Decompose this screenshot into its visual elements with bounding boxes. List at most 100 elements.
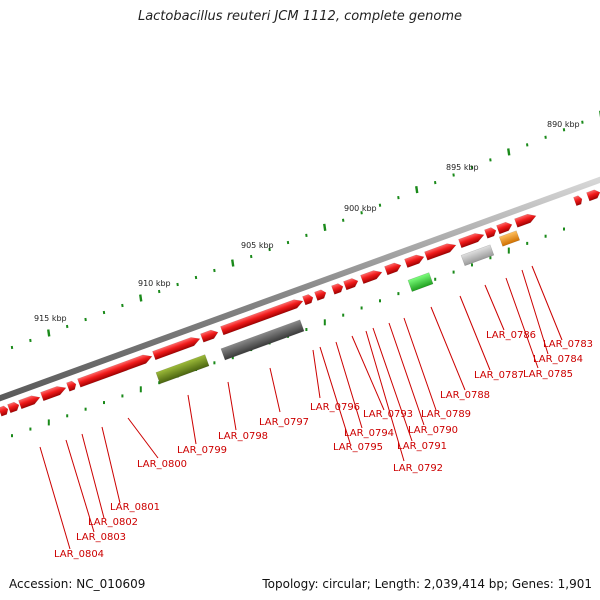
inner-minor-tick: [305, 328, 308, 332]
minor-tick: [66, 324, 69, 329]
inner-minor-tick: [103, 401, 105, 405]
gene-feature-orange-shape: [498, 230, 521, 247]
leader-line: [372, 327, 413, 442]
gene-label: LAR_0792: [393, 463, 443, 474]
gene-cds-arrow-shape: [496, 221, 513, 235]
leader-line: [521, 269, 549, 355]
gene-cds-arrow-shape: [586, 189, 600, 202]
leader-line: [335, 341, 363, 429]
kbp-label-890: 890 kbp: [547, 120, 580, 129]
gene-label: LAR_0789: [421, 409, 471, 420]
gene-cds-arrow-shape: [331, 283, 344, 295]
gene-cds-arrow: [484, 227, 497, 239]
gene-cds-arrow: [7, 401, 20, 414]
leader-line: [81, 433, 105, 519]
gene-cds-arrow-shape: [66, 380, 77, 392]
gene-cds-arrow-shape: [0, 405, 9, 417]
gene-cds-arrow-shape: [484, 227, 497, 239]
gene-cds-arrow: [220, 299, 304, 336]
kbp-label-895: 895 kbp: [446, 163, 479, 172]
minor-tick: [121, 303, 124, 308]
gene-cds-arrow-shape: [77, 354, 153, 388]
leader-line: [403, 317, 437, 411]
gene-cds-arrow-shape: [152, 337, 201, 361]
gene-label: LAR_0804: [54, 549, 104, 560]
inner-major-tick: [507, 247, 510, 254]
kbp-label-900: 900 kbp: [344, 204, 377, 213]
minor-tick: [562, 128, 566, 132]
gene-feature-orange: [498, 230, 521, 247]
scale-ticks: [10, 110, 600, 438]
gene-cds-arrow-shape: [573, 195, 583, 207]
inner-minor-tick: [66, 414, 69, 418]
inner-major-tick: [139, 386, 142, 393]
gene-label: LAR_0796: [310, 402, 360, 413]
gene-cds-arrow: [302, 294, 314, 306]
minor-tick: [29, 338, 32, 343]
gene-cds-arrow: [424, 243, 457, 261]
leader-line: [351, 335, 385, 411]
gene-cds-arrow-shape: [302, 294, 314, 306]
gene-cds-arrow-shape: [360, 270, 383, 285]
minor-tick: [360, 211, 363, 215]
major-tick: [231, 259, 235, 267]
kbp-label-915: 915 kbp: [34, 314, 67, 323]
minor-tick: [397, 196, 400, 200]
gene-cds-arrow: [360, 270, 383, 285]
gene-cds-arrow-shape: [220, 299, 304, 336]
inner-minor-tick: [379, 299, 381, 303]
kbp-labels: 890 kbp 895 kbp 900 kbp 905 kbp 910 kbp …: [34, 120, 580, 323]
gene-cds-arrow: [496, 221, 513, 235]
gene-feature-light-gray-shape: [460, 244, 495, 267]
gene-label: LAR_0802: [88, 517, 138, 528]
minor-tick: [194, 275, 198, 280]
gene-label: LAR_0801: [110, 502, 160, 513]
gene-label: LAR_0794: [344, 428, 394, 439]
gene-label: LAR_0783: [543, 339, 593, 350]
minor-tick: [434, 180, 437, 185]
gene-label: LAR_0787: [474, 370, 524, 381]
gene-cds-arrow-shape: [200, 329, 219, 343]
minor-tick: [84, 317, 87, 322]
inner-minor-tick: [360, 306, 363, 310]
leader-line: [365, 330, 405, 462]
gene-feature-dark-gray: [220, 319, 305, 361]
minor-tick: [176, 282, 179, 287]
inner-minor-tick: [84, 407, 87, 411]
gene-label: LAR_0793: [363, 409, 413, 420]
label-leader-lines: [39, 265, 563, 550]
gene-label: LAR_0785: [523, 369, 573, 380]
gene-cds-arrow: [384, 262, 402, 276]
gene-cds-arrow: [0, 405, 9, 417]
gene-label: LAR_0803: [76, 532, 126, 543]
gene-label: LAR_0800: [137, 459, 187, 470]
gene-cds-arrow: [152, 337, 201, 361]
inner-minor-tick: [121, 394, 124, 398]
gene-cds-arrow-shape: [424, 243, 457, 261]
leader-line: [319, 346, 351, 444]
minor-tick: [489, 158, 492, 162]
gene-cds-arrow: [404, 254, 425, 268]
minor-tick: [581, 120, 584, 124]
gene-feature-light-gray: [460, 244, 495, 267]
inner-minor-tick: [471, 263, 473, 267]
inner-major-tick: [47, 419, 50, 426]
minor-tick: [378, 203, 382, 207]
inner-minor-tick: [526, 241, 529, 245]
inner-minor-tick: [342, 313, 345, 317]
leader-line: [101, 426, 121, 504]
minor-tick: [102, 310, 106, 315]
gene-cds-arrow-shape: [343, 278, 359, 291]
gene-cds-arrow: [573, 195, 583, 207]
gene-cds-arrow-shape: [458, 233, 485, 249]
gene-feature-dark-gray-shape: [220, 319, 305, 361]
leader-line: [269, 367, 281, 413]
major-tick: [507, 148, 511, 156]
minor-tick: [526, 143, 529, 147]
map-title: Lactobacillus reuteri JCM 1112, complete…: [137, 9, 463, 24]
gene-cds-arrow-shape: [314, 289, 327, 301]
leader-line: [39, 446, 71, 550]
minor-tick: [268, 247, 271, 252]
gene-cds-arrow-shape: [404, 254, 425, 268]
